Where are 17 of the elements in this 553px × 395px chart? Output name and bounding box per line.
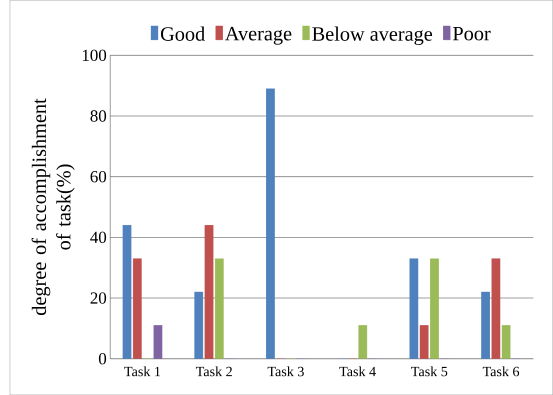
y-tick-label: 60 (90, 170, 106, 182)
x-tick-label: Task 6 (482, 366, 520, 376)
x-tick-label: Task 2 (196, 366, 232, 376)
x-tick-label: Task 1 (124, 366, 160, 376)
legend-label: Average (225, 26, 292, 45)
x-tick-label: Task 3 (268, 366, 304, 376)
y-tick-label: 100 (82, 50, 106, 61)
y-tick-label: 0 (98, 352, 106, 364)
x-tick-label: Task 4 (339, 366, 376, 376)
x-tick-label: Task 5 (411, 366, 448, 376)
legend-label: Below average (312, 26, 432, 45)
y-tick-label: 20 (90, 292, 106, 304)
y-axis-title: degree of accomplishment of task(%) (32, 98, 75, 315)
legend-label: Poor (452, 26, 491, 40)
legend-label: Good (160, 26, 205, 41)
y-tick-label: 80 (90, 110, 106, 122)
y-tick-label: 40 (90, 232, 106, 244)
